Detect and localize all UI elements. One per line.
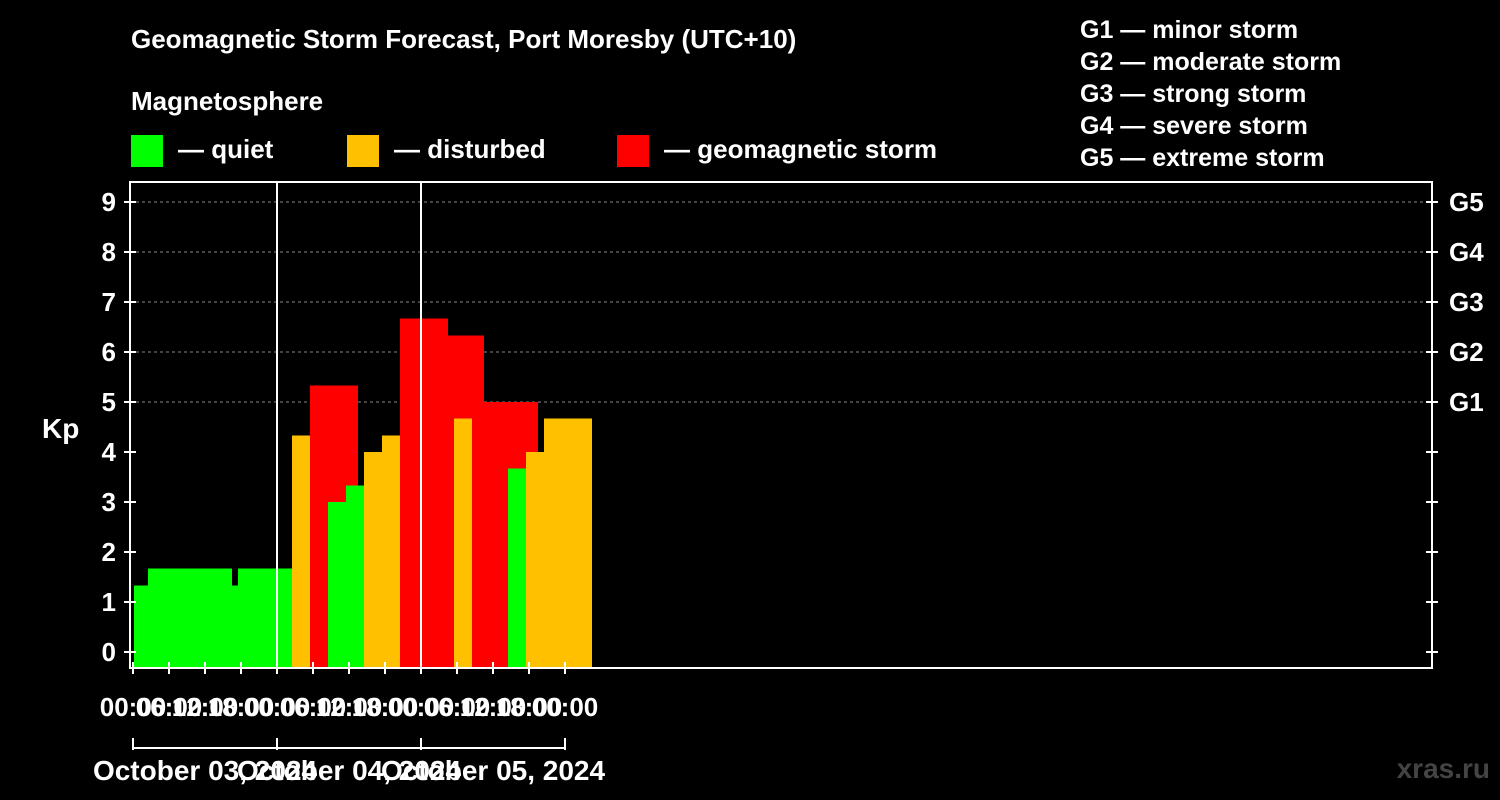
watermark: xras.ru bbox=[1396, 753, 1490, 784]
legend-swatch-storm bbox=[617, 135, 649, 167]
kp-bar-24 bbox=[544, 418, 592, 667]
y-tick-label-9: 9 bbox=[102, 187, 116, 217]
right-tick-label-g3: G3 bbox=[1449, 287, 1484, 317]
x-tick-label-0: 00:00 bbox=[100, 692, 167, 722]
x-tick-label-6: 12:00 bbox=[316, 692, 383, 722]
storm-level-g1: G1 — minor storm bbox=[1080, 16, 1299, 44]
legend-swatch-quiet bbox=[131, 135, 163, 167]
storm-level-g2: G2 — moderate storm bbox=[1080, 48, 1342, 76]
chart-title: Geomagnetic Storm Forecast, Port Moresby… bbox=[131, 24, 797, 54]
y-tick-label-5: 5 bbox=[102, 387, 116, 417]
x-tick-label-5: 06:00 bbox=[280, 692, 347, 722]
y-tick-label-3: 3 bbox=[102, 487, 116, 517]
legend-heading: Magnetosphere bbox=[131, 86, 324, 116]
x-tick-label-11: 18:00 bbox=[496, 692, 563, 722]
x-tick-label-3: 18:00 bbox=[208, 692, 275, 722]
storm-level-g5: G5 — extreme storm bbox=[1080, 144, 1325, 172]
x-tick-label-7: 18:00 bbox=[352, 692, 419, 722]
storm-level-g4: G4 — severe storm bbox=[1080, 112, 1308, 140]
x-tick-label-12: 00:00 bbox=[532, 692, 599, 722]
legend-swatch-disturbed bbox=[347, 135, 379, 167]
x-tick-label-1: 06:00 bbox=[136, 692, 203, 722]
storm-level-list: G1 — minor storm G2 — moderate storm G3 … bbox=[1080, 14, 1341, 174]
date-label-0: October 03, 2024 bbox=[93, 755, 318, 786]
x-tick-label-2: 12:00 bbox=[172, 692, 239, 722]
storm-level-g3: G3 — strong storm bbox=[1080, 80, 1307, 108]
legend-label-storm: — geomagnetic storm bbox=[664, 134, 938, 164]
right-tick-label-g2: G2 bbox=[1449, 337, 1484, 367]
y-tick-label-2: 2 bbox=[102, 537, 116, 567]
x-tick-label-9: 06:00 bbox=[424, 692, 491, 722]
x-tick-label-10: 12:00 bbox=[460, 692, 527, 722]
right-tick-label-g4: G4 bbox=[1449, 237, 1484, 267]
legend-label-disturbed: — disturbed bbox=[394, 134, 546, 164]
x-tick-label-4: 00:00 bbox=[244, 692, 311, 722]
date-label-1: October 04, 2024 bbox=[237, 755, 462, 786]
y-axis-label: Kp bbox=[42, 413, 79, 444]
legend-label-quiet: — quiet bbox=[178, 134, 274, 164]
y-tick-label-6: 6 bbox=[102, 337, 116, 367]
y-tick-label-0: 0 bbox=[102, 637, 116, 667]
y-tick-label-4: 4 bbox=[102, 437, 117, 467]
y-tick-label-1: 1 bbox=[102, 587, 116, 617]
x-tick-label-8: 00:00 bbox=[388, 692, 455, 722]
right-tick-label-g1: G1 bbox=[1449, 387, 1484, 417]
date-label-2: October 05, 2024 bbox=[381, 755, 606, 786]
y-tick-label-7: 7 bbox=[102, 287, 116, 317]
plot-frame bbox=[129, 181, 1433, 669]
y-tick-label-8: 8 bbox=[102, 237, 116, 267]
right-tick-label-g5: G5 bbox=[1449, 187, 1484, 217]
